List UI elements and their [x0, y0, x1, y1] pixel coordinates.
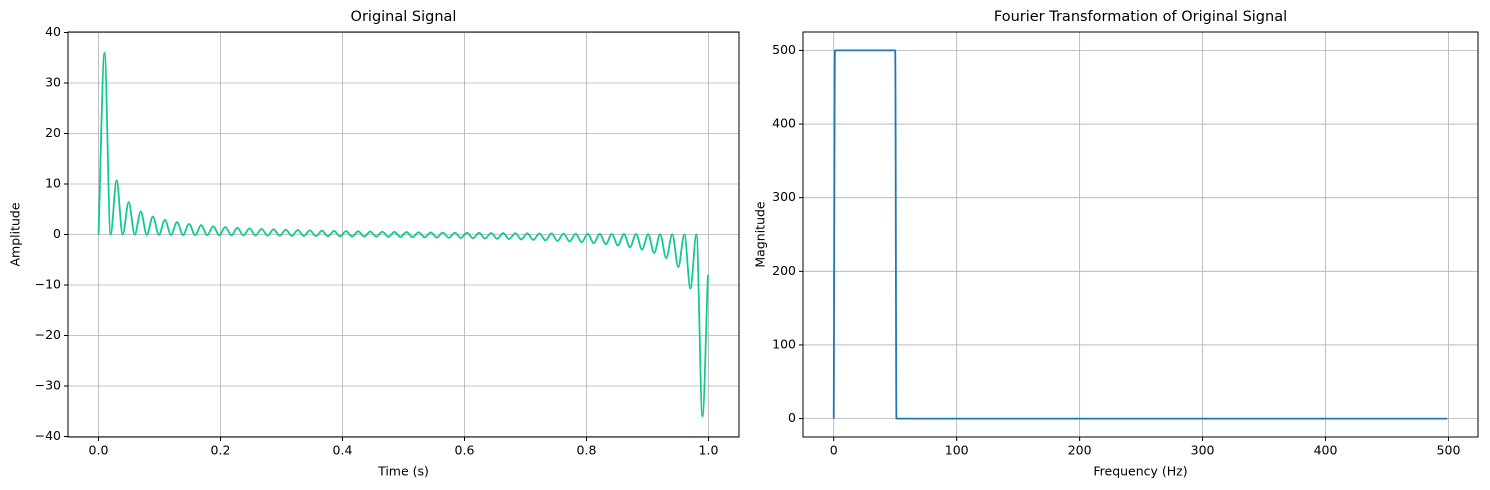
y-tick-label: −10	[35, 276, 61, 291]
y-tick-label: 0	[788, 410, 796, 425]
y-tick-label: 0	[53, 226, 61, 241]
axes-frame	[802, 31, 1479, 438]
x-tick-label: 0.4	[333, 443, 353, 458]
chart-title: Fourier Transformation of Original Signa…	[994, 9, 1287, 25]
signal-line	[832, 49, 1448, 420]
x-tick-label: 0.8	[577, 443, 597, 458]
y-tick-label: −40	[35, 428, 61, 443]
y-tick-label: 200	[772, 263, 796, 278]
axes-frame	[67, 31, 740, 438]
y-tick-label: 10	[45, 176, 61, 191]
x-tick-label: 300	[1191, 443, 1215, 458]
x-axis-label: Frequency (Hz)	[1093, 464, 1187, 479]
x-tick-label: 200	[1068, 443, 1092, 458]
y-axis-label: Amplitude	[8, 202, 23, 266]
x-tick-label: 0	[830, 443, 838, 458]
signal-line	[97, 51, 709, 418]
y-tick-label: 40	[45, 24, 61, 39]
x-tick-label: 500	[1437, 443, 1461, 458]
y-tick-label: 100	[772, 336, 796, 351]
y-tick-label: 500	[772, 42, 796, 57]
y-axis-label: Magnitude	[753, 201, 768, 268]
y-tick-label: 30	[45, 75, 61, 90]
x-tick-label: 1.0	[699, 443, 719, 458]
x-tick-label: 0.2	[211, 443, 231, 458]
chart-title: Original Signal	[351, 9, 457, 25]
y-tick-label: −30	[35, 377, 61, 392]
y-tick-label: 20	[45, 125, 61, 140]
y-tick-label: −20	[35, 327, 61, 342]
x-axis-label: Time (s)	[377, 464, 429, 479]
x-tick-label: 0.6	[455, 443, 475, 458]
y-tick-label: 400	[772, 116, 796, 131]
y-tick-label: 300	[772, 189, 796, 204]
x-tick-label: 0.0	[89, 443, 109, 458]
x-tick-label: 100	[945, 443, 969, 458]
x-tick-label: 400	[1314, 443, 1338, 458]
